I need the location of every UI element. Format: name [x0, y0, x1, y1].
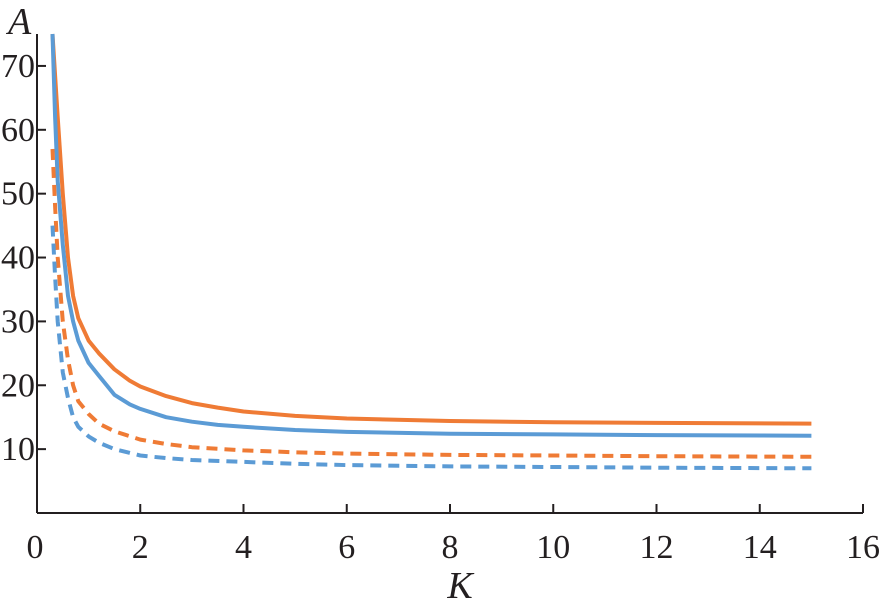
x-tick-label: 16	[846, 529, 880, 566]
y-axis-ticks: 10 20 30 40 50 60 70	[1, 48, 46, 468]
series-line-4-dashed	[50, 225, 812, 471]
x-axis-title: K	[446, 565, 474, 607]
y-axis-title: A	[5, 1, 32, 43]
y-tick-label: 50	[1, 176, 35, 213]
x-axis-ticks: 0 2 4 6 8 10 12 14 16	[27, 504, 880, 566]
series-layer	[50, 33, 812, 471]
x-tick-label: 12	[640, 529, 674, 566]
x-tick-label: 6	[338, 529, 355, 566]
y-tick-label: 40	[1, 240, 35, 277]
y-tick-label: 10	[1, 431, 35, 468]
x-tick-label: 4	[235, 529, 252, 566]
series-line-2-solid	[50, 33, 812, 438]
x-tick-label: 2	[132, 529, 149, 566]
x-tick-label: 8	[442, 529, 459, 566]
series-line-1-solid	[50, 33, 812, 426]
x-tick-label: 0	[27, 529, 44, 566]
y-tick-label: 60	[1, 112, 35, 149]
y-tick-label: 20	[1, 367, 35, 404]
x-tick-label: 14	[743, 529, 777, 566]
y-tick-label: 70	[1, 48, 35, 85]
series-line-3-dashed	[50, 148, 812, 459]
x-tick-label: 10	[536, 529, 570, 566]
y-tick-label: 30	[1, 303, 35, 340]
